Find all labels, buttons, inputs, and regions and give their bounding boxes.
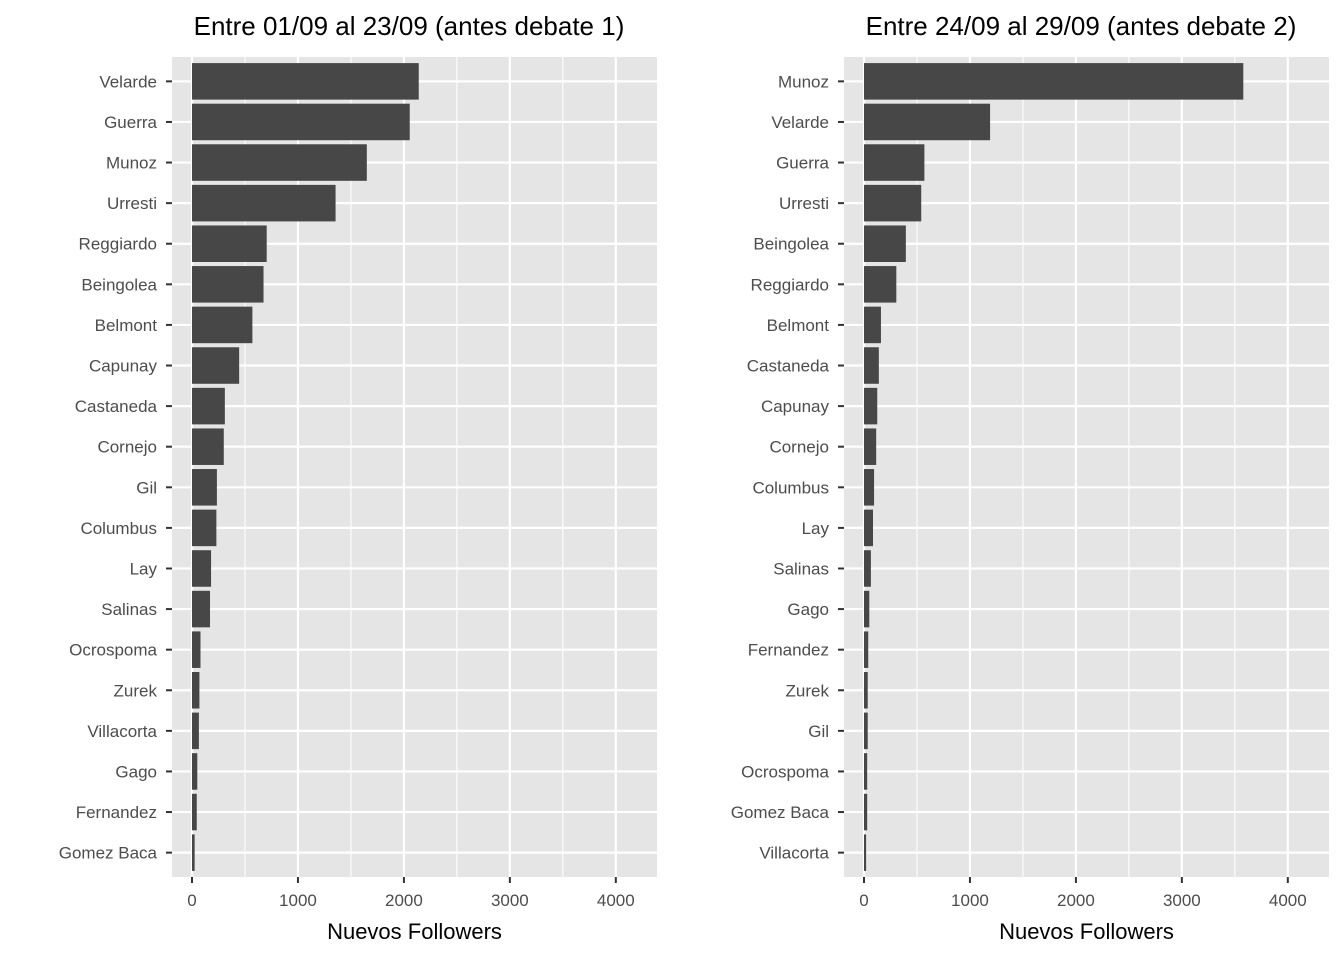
bar-beingolea: [192, 266, 264, 303]
y-tick-label: Ocrospoma: [69, 641, 157, 660]
bar-reggiardo: [192, 225, 267, 262]
bar-capunay: [864, 387, 878, 425]
y-tick-label: Gomez Baca: [59, 844, 158, 863]
bar-urresti: [864, 184, 922, 222]
y-tick-label: Gago: [787, 600, 829, 619]
y-tick-label: Cornejo: [97, 438, 157, 457]
bar-lay: [192, 550, 212, 587]
chart-panel-1: Velarde Guerra Munoz Urresti Reggiardo Beingo…: [59, 11, 657, 944]
y-tick-label: Reggiardo: [79, 235, 157, 254]
bar-munoz: [864, 63, 1244, 100]
y-tick-label: Castaneda: [747, 357, 830, 376]
bar-castaneda: [864, 347, 879, 384]
chart-title: Entre 01/09 al 23/09 (antes debate 1): [194, 11, 625, 41]
bar-ocrospoma: [864, 753, 868, 790]
bar-villacorta: [864, 834, 867, 871]
bar-cornejo: [192, 428, 224, 465]
y-tick-label: Munoz: [778, 72, 829, 91]
bar-capunay: [192, 347, 240, 384]
y-tick-label: Guerra: [776, 154, 829, 173]
y-tick-label: Ocrospoma: [741, 762, 829, 781]
y-tick-label: Guerra: [104, 113, 157, 132]
bar-columbus: [192, 509, 217, 547]
bar-munoz: [192, 144, 367, 181]
y-tick-label: Belmont: [767, 316, 830, 335]
x-tick-label: 3000: [491, 891, 529, 910]
bar-columbus: [864, 469, 875, 506]
y-tick-label: Urresti: [779, 194, 829, 213]
bar-urresti: [192, 184, 336, 222]
bar-fernandez: [864, 631, 869, 668]
y-tick-label: Beingolea: [753, 235, 829, 254]
y-tick-label: Gago: [115, 762, 157, 781]
bar-gil: [192, 469, 217, 506]
y-tick-label: Urresti: [107, 194, 157, 213]
y-tick-label: Villacorta: [759, 844, 829, 863]
y-tick-label: Gil: [136, 478, 157, 497]
x-tick-label: 4000: [597, 891, 635, 910]
bar-belmont: [864, 306, 881, 344]
x-tick-label: 1000: [279, 891, 317, 910]
y-tick-label: Capunay: [89, 357, 158, 376]
y-tick-label: Capunay: [761, 397, 830, 416]
y-tick-label: Velarde: [771, 113, 829, 132]
chart-panel-2: Munoz Velarde Guerra Urresti Beingolea Reggia…: [731, 11, 1329, 944]
y-tick-label: Lay: [802, 519, 830, 538]
bar-gil: [864, 712, 868, 750]
bar-ocrospoma: [192, 631, 201, 668]
bar-guerra: [864, 144, 925, 181]
y-tick-label: Castaneda: [75, 397, 158, 416]
x-tick-label: 0: [187, 891, 196, 910]
bar-beingolea: [864, 225, 906, 262]
y-tick-label: Gomez Baca: [731, 803, 830, 822]
bar-velarde: [192, 63, 419, 100]
x-tick-label: 2000: [1057, 891, 1095, 910]
y-tick-label: Gil: [808, 722, 829, 741]
bar-lay: [864, 509, 874, 547]
bar-gomez-baca: [864, 793, 868, 831]
y-tick-label: Columbus: [80, 519, 157, 538]
x-tick-label: 0: [859, 891, 868, 910]
bar-reggiardo: [864, 266, 897, 303]
bar-cornejo: [864, 428, 877, 465]
y-tick-label: Beingolea: [81, 275, 157, 294]
bar-guerra: [192, 103, 410, 141]
y-tick-label: Villacorta: [87, 722, 157, 741]
y-tick-label: Salinas: [773, 559, 829, 578]
x-tick-label: 3000: [1163, 891, 1201, 910]
y-tick-label: Zurek: [114, 681, 158, 700]
bar-salinas: [864, 550, 871, 587]
bar-gomez-baca: [192, 834, 195, 871]
x-tick-label: 4000: [1269, 891, 1307, 910]
bar-villacorta: [192, 712, 199, 750]
y-tick-label: Munoz: [106, 154, 157, 173]
y-tick-label: Fernandez: [76, 803, 157, 822]
plot-panel: [844, 57, 1329, 877]
y-tick-label: Velarde: [99, 72, 157, 91]
bar-gago: [864, 590, 870, 628]
x-tick-label: 1000: [951, 891, 989, 910]
bar-belmont: [192, 306, 253, 344]
bar-fernandez: [192, 793, 197, 831]
x-tick-label: 2000: [385, 891, 423, 910]
bar-gago: [192, 753, 198, 790]
bar-zurek: [192, 672, 200, 709]
bar-velarde: [864, 103, 991, 141]
x-axis-title: Nuevos Followers: [999, 919, 1174, 944]
y-tick-label: Belmont: [95, 316, 158, 335]
bar-salinas: [192, 590, 211, 628]
y-tick-label: Fernandez: [748, 641, 829, 660]
chart-title: Entre 24/09 al 29/09 (antes debate 2): [866, 11, 1297, 41]
y-tick-label: Columbus: [752, 478, 829, 497]
bar-zurek: [864, 672, 868, 709]
x-axis-title: Nuevos Followers: [327, 919, 502, 944]
y-tick-label: Cornejo: [769, 438, 829, 457]
y-tick-label: Lay: [130, 559, 158, 578]
y-tick-label: Salinas: [101, 600, 157, 619]
y-tick-label: Zurek: [786, 681, 830, 700]
bar-castaneda: [192, 387, 225, 425]
y-tick-label: Reggiardo: [751, 275, 829, 294]
